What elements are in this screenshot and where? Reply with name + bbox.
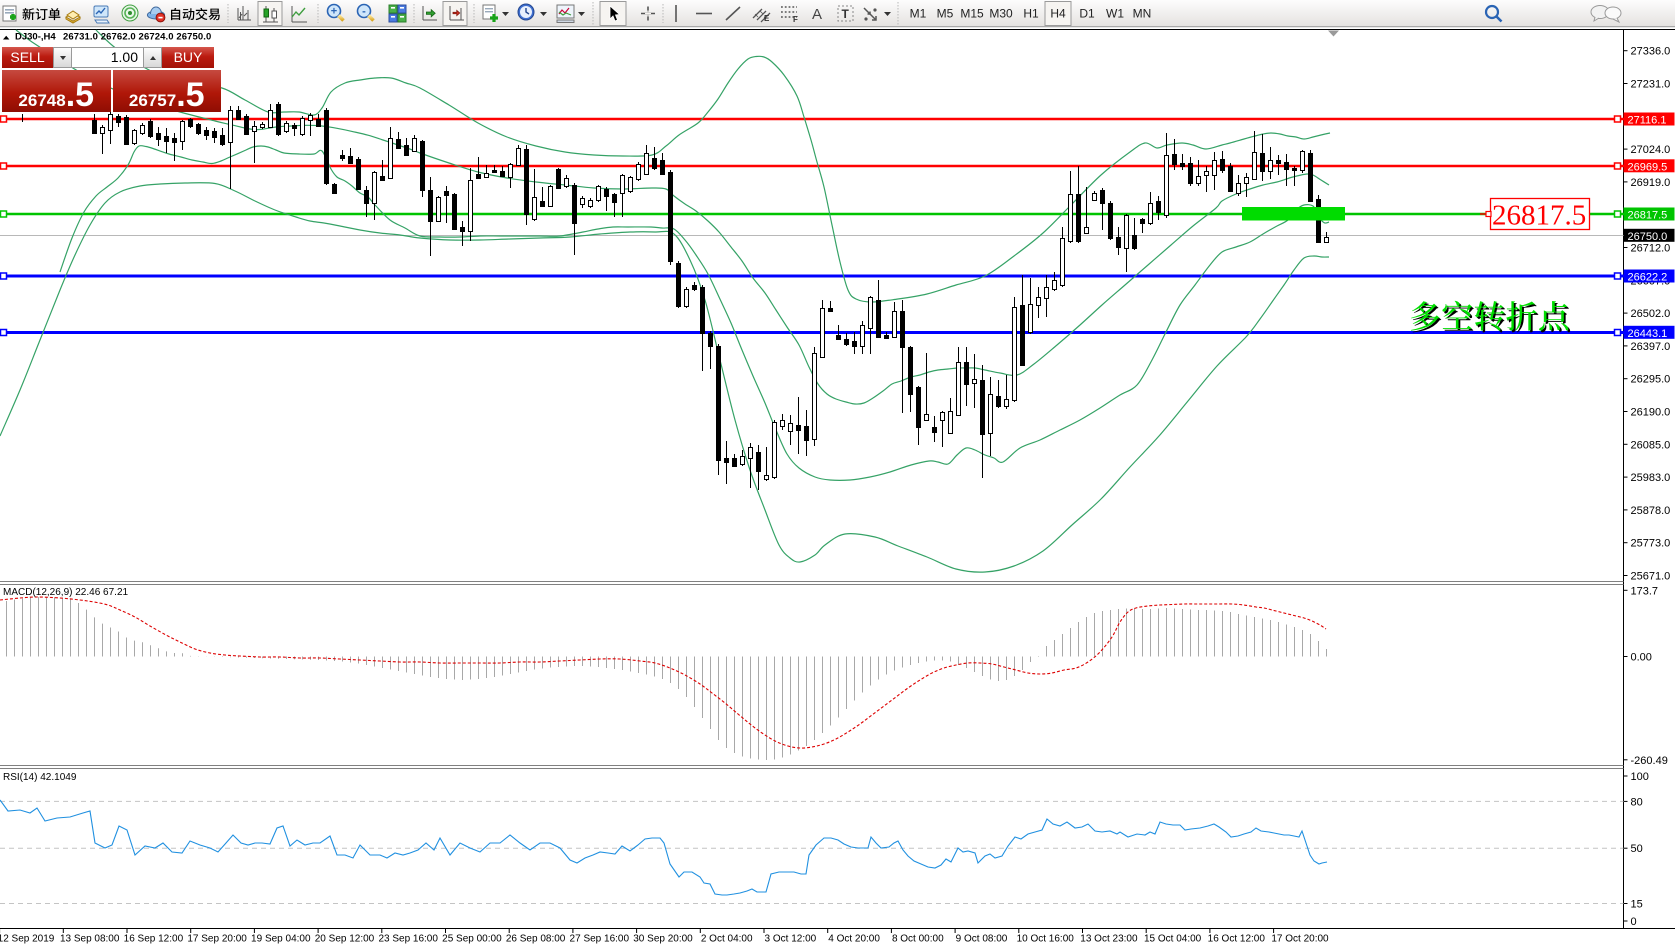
svg-text:25 Sep 00:00: 25 Sep 00:00 [442,934,502,945]
svg-text:25773.0: 25773.0 [1631,538,1671,550]
svg-text:26919.0: 26919.0 [1631,177,1671,189]
svg-text:M15: M15 [960,7,984,21]
svg-text:3 Oct 12:00: 3 Oct 12:00 [765,934,817,945]
svg-text:26712.0: 26712.0 [1631,243,1671,255]
svg-text:H4: H4 [1050,7,1066,21]
svg-text:25983.0: 25983.0 [1631,472,1671,484]
svg-text:26622.2: 26622.2 [1628,272,1668,284]
svg-text:26817.5: 26817.5 [1628,210,1668,222]
svg-text:27024.0: 27024.0 [1631,144,1671,156]
svg-text:D1: D1 [1079,7,1095,21]
svg-text:26295.0: 26295.0 [1631,374,1671,386]
svg-text:0: 0 [1631,916,1637,928]
svg-text:26 Sep 08:00: 26 Sep 08:00 [506,934,566,945]
svg-text:8 Oct 00:00: 8 Oct 00:00 [892,934,944,945]
svg-text:4 Oct 20:00: 4 Oct 20:00 [828,934,880,945]
svg-text:12 Sep 2019: 12 Sep 2019 [0,934,55,945]
svg-text:26397.0: 26397.0 [1631,341,1671,353]
svg-text:13 Oct 23:00: 13 Oct 23:00 [1080,934,1138,945]
svg-text:100: 100 [1631,771,1649,783]
svg-text:26750.0: 26750.0 [1628,231,1668,243]
svg-text:H1: H1 [1023,7,1039,21]
svg-text:13 Sep 08:00: 13 Sep 08:00 [60,934,120,945]
svg-text:17 Sep 20:00: 17 Sep 20:00 [187,934,247,945]
svg-text:23 Sep 16:00: 23 Sep 16:00 [378,934,438,945]
svg-text:173.7: 173.7 [1631,585,1659,597]
svg-text:20 Sep 12:00: 20 Sep 12:00 [315,934,375,945]
svg-text:27336.0: 27336.0 [1631,46,1671,58]
svg-text:26085.0: 26085.0 [1631,439,1671,451]
svg-text:MN: MN [1133,7,1152,21]
svg-text:27231.0: 27231.0 [1631,79,1671,91]
svg-text:RSI(14) 42.1049: RSI(14) 42.1049 [3,772,77,783]
svg-text:M1: M1 [910,7,927,21]
svg-text:25878.0: 25878.0 [1631,505,1671,517]
svg-text:26190.0: 26190.0 [1631,407,1671,419]
svg-text:19 Sep 04:00: 19 Sep 04:00 [251,934,311,945]
svg-text:2 Oct 04:00: 2 Oct 04:00 [701,934,753,945]
svg-text:80: 80 [1631,796,1643,808]
svg-text:0.00: 0.00 [1631,652,1652,664]
svg-text:-260.49: -260.49 [1631,755,1668,767]
svg-text:W1: W1 [1106,7,1124,21]
svg-text:MACD(12,26,9) 22.46 67.21: MACD(12,26,9) 22.46 67.21 [3,587,129,598]
svg-text:16 Sep 12:00: 16 Sep 12:00 [124,934,184,945]
svg-text:A: A [812,6,822,23]
svg-text:10 Oct 16:00: 10 Oct 16:00 [1017,934,1075,945]
svg-text:DJ30-,H4: DJ30-,H4 [15,32,56,43]
svg-text:26731.0 26762.0 26724.0 26750.: 26731.0 26762.0 26724.0 26750.0 [63,32,211,43]
svg-text:30 Sep 20:00: 30 Sep 20:00 [633,934,693,945]
svg-text:16 Oct 12:00: 16 Oct 12:00 [1208,934,1266,945]
svg-text:27116.1: 27116.1 [1628,115,1667,127]
svg-text:50: 50 [1631,843,1643,855]
svg-text:27 Sep 16:00: 27 Sep 16:00 [570,934,630,945]
svg-text:15 Oct 04:00: 15 Oct 04:00 [1144,934,1202,945]
svg-text:17 Oct 20:00: 17 Oct 20:00 [1271,934,1329,945]
svg-text:-: - [362,6,366,18]
svg-text:9 Oct 08:00: 9 Oct 08:00 [956,934,1008,945]
svg-text:F: F [793,15,798,24]
svg-text:25671.0: 25671.0 [1631,571,1671,583]
svg-text:T: T [842,7,850,21]
svg-text:15: 15 [1631,899,1643,911]
svg-text:26969.5: 26969.5 [1628,161,1668,173]
svg-text:E: E [764,14,770,23]
svg-text:26502.0: 26502.0 [1631,308,1671,320]
svg-text:26817.5: 26817.5 [1492,200,1586,232]
svg-text:26443.1: 26443.1 [1628,328,1668,340]
svg-text:+: + [331,6,337,18]
svg-text:M5: M5 [937,7,954,21]
svg-text:M30: M30 [989,7,1013,21]
